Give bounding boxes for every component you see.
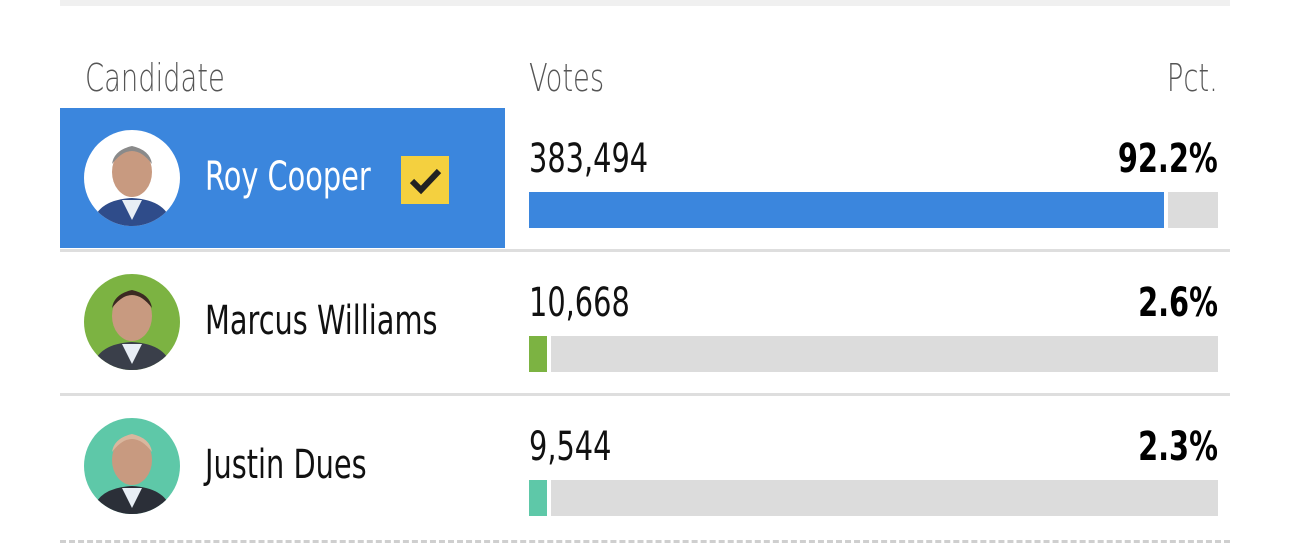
candidate-name: Justin Dues	[205, 442, 367, 488]
vote-percent: 2.6%	[1138, 280, 1218, 326]
candidate-row: Roy Cooper 383,494 92.2%	[60, 108, 1230, 250]
vote-percent: 2.3%	[1138, 424, 1218, 470]
vote-bar-fill	[529, 336, 551, 372]
vote-bar-track	[529, 192, 1218, 228]
candidate-name: Roy Cooper	[205, 154, 371, 200]
vote-count: 9,544	[529, 424, 612, 470]
candidate-row: Marcus Williams 10,668 2.6%	[60, 252, 1230, 394]
row-divider	[60, 393, 1230, 396]
candidate-cell: Roy Cooper	[60, 108, 505, 248]
header-pct: Pct.	[1167, 56, 1218, 100]
vote-bar-fill	[529, 192, 1169, 228]
candidate-row: Justin Dues 9,544 2.3%	[60, 396, 1230, 538]
top-divider	[60, 0, 1230, 6]
header-votes: Votes	[529, 56, 605, 100]
candidate-cell: Justin Dues	[60, 396, 505, 538]
candidate-cell: Marcus Williams	[60, 252, 505, 394]
row-divider	[60, 249, 1230, 252]
bottom-dashed-divider	[60, 540, 1230, 543]
vote-bar-track	[529, 336, 1218, 372]
vote-count: 383,494	[529, 136, 649, 182]
person-photo-icon	[92, 434, 172, 514]
person-photo-icon	[92, 146, 172, 226]
candidate-avatar	[84, 418, 180, 514]
header-candidate: Candidate	[85, 56, 225, 100]
winner-check-icon	[401, 156, 449, 204]
person-photo-icon	[92, 290, 172, 370]
vote-count: 10,668	[529, 280, 630, 326]
candidate-name: Marcus Williams	[205, 298, 438, 344]
vote-bar-fill	[529, 480, 551, 516]
candidate-avatar	[84, 130, 180, 226]
vote-percent: 92.2%	[1118, 136, 1218, 182]
candidate-avatar	[84, 274, 180, 370]
vote-bar-track	[529, 480, 1218, 516]
